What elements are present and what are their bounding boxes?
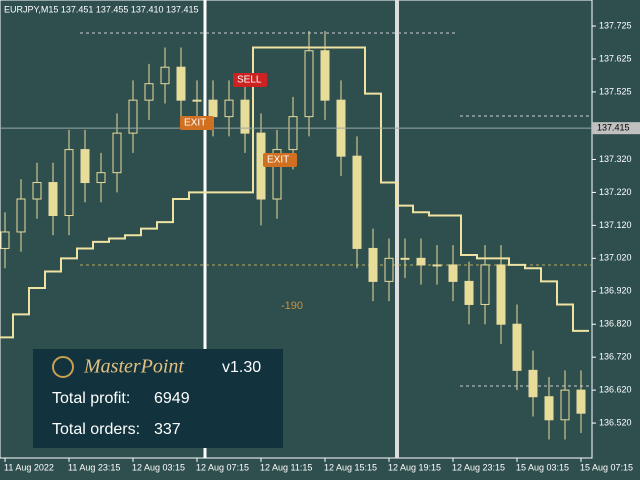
candle-body <box>448 264 458 282</box>
signal-label: SELL <box>237 75 262 86</box>
panel-version: v1.30 <box>222 359 261 376</box>
candle-body <box>288 116 298 151</box>
candle-body <box>112 132 122 174</box>
current-price-box <box>592 122 640 135</box>
signal-label: EXIT <box>267 155 289 166</box>
candle-body <box>96 172 106 184</box>
x-tick-label: 12 Aug 07:15 <box>196 462 249 472</box>
y-tick-label: 137.120 <box>599 220 632 230</box>
candle-body <box>304 50 314 118</box>
candle-body <box>368 247 378 282</box>
y-tick-label: 137.625 <box>599 53 632 63</box>
candle-body <box>560 389 570 421</box>
current-price-label: 137.415 <box>597 123 630 133</box>
candle-body <box>496 264 506 325</box>
x-tick-label: 11 Aug 2022 <box>4 462 54 472</box>
candle-body <box>432 264 442 267</box>
row-label: Total orders: <box>52 421 140 438</box>
y-tick-label: 137.220 <box>599 187 632 197</box>
candle-body <box>416 257 426 266</box>
candle-body <box>544 396 554 421</box>
y-tick-label: 136.520 <box>599 417 632 427</box>
candle-body <box>192 99 202 102</box>
y-tick-label: 136.620 <box>599 384 632 394</box>
candle-body <box>80 149 90 184</box>
candle-body <box>0 231 10 249</box>
logo <box>52 356 74 378</box>
candle-body <box>272 149 282 200</box>
info-panel: MasterPoint v1.30 Total profit: 6949 Tot… <box>33 349 283 448</box>
candle-body <box>160 66 170 85</box>
candle-body <box>64 149 74 216</box>
y-tick-label: 137.725 <box>599 20 632 30</box>
x-tick-label: 12 Aug 15:15 <box>324 462 377 472</box>
candle-body <box>480 264 490 305</box>
x-tick-label: 12 Aug 03:15 <box>132 462 185 472</box>
candle-body <box>352 155 362 249</box>
x-tick-label: 11 Aug 23:15 <box>68 462 120 472</box>
candle-body <box>144 83 154 101</box>
candle-body <box>464 280 474 305</box>
signal-box <box>263 153 297 167</box>
candle-body <box>384 257 394 282</box>
y-tick-label: 136.820 <box>599 319 632 329</box>
profit-label: -190 <box>281 300 303 312</box>
candle-body <box>400 257 410 260</box>
candle-body <box>176 66 186 101</box>
candle-body <box>528 369 538 398</box>
x-tick-label: 15 Aug 03:15 <box>516 462 569 472</box>
candle-body <box>320 50 330 101</box>
y-tick-label: 137.320 <box>599 154 632 164</box>
candle-body <box>32 182 42 200</box>
candle-body <box>576 389 586 414</box>
row-value: 337 <box>154 421 181 438</box>
x-tick-label: 12 Aug 11:15 <box>260 462 312 472</box>
x-tick-label: 15 Aug 07:15 <box>580 462 633 472</box>
x-tick-label: 12 Aug 23:15 <box>452 462 505 472</box>
candle-body <box>48 182 58 216</box>
candle-body <box>128 99 138 134</box>
signal-box <box>233 73 267 87</box>
y-tick-label: 136.720 <box>599 352 632 362</box>
signal-label: EXIT <box>184 118 206 129</box>
y-tick-label: 137.525 <box>599 86 632 96</box>
panel-bg <box>33 349 283 448</box>
signal-box <box>180 116 214 130</box>
plot-frame <box>0 0 593 459</box>
panel-title: MasterPoint <box>83 356 184 378</box>
candle-body <box>208 99 218 118</box>
y-tick-label: 137.020 <box>599 253 632 263</box>
x-tick-label: 12 Aug 19:15 <box>388 462 441 472</box>
row-label: Total profit: <box>52 390 130 407</box>
candle-body <box>16 198 26 233</box>
row-value: 6949 <box>154 390 190 407</box>
candle-body <box>512 323 522 371</box>
candle-body <box>240 99 250 134</box>
header: EURJPY,M15 137.451 137.455 137.410 137.4… <box>4 4 199 14</box>
trail-line <box>0 46 589 339</box>
candle-body <box>224 99 234 118</box>
y-tick-label: 136.920 <box>599 286 632 296</box>
